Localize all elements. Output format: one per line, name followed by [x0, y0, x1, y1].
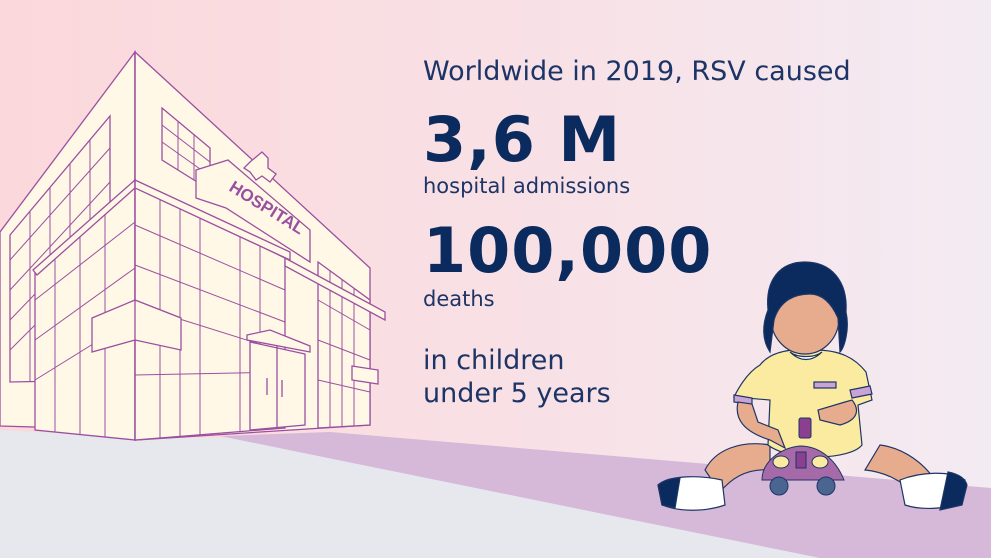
- child-playing-icon: [657, 261, 968, 511]
- stat-hospital-admissions-label: hospital admissions: [423, 174, 631, 198]
- hospital-building-icon: HOSPITAL: [0, 50, 386, 441]
- qualifier-line-1: in children: [423, 345, 565, 376]
- stat-deaths-value: 100,000: [423, 214, 713, 287]
- age-qualifier: in children under 5 years: [423, 344, 611, 410]
- stat-deaths-label: deaths: [423, 287, 495, 311]
- toy-car-icon: [761, 417, 845, 496]
- intro-heading: Worldwide in 2019, RSV caused: [423, 56, 851, 87]
- qualifier-line-2: under 5 years: [423, 378, 611, 409]
- stat-hospital-admissions-value: 3,6 M: [423, 103, 622, 176]
- floor-purple-shadow: [220, 432, 991, 558]
